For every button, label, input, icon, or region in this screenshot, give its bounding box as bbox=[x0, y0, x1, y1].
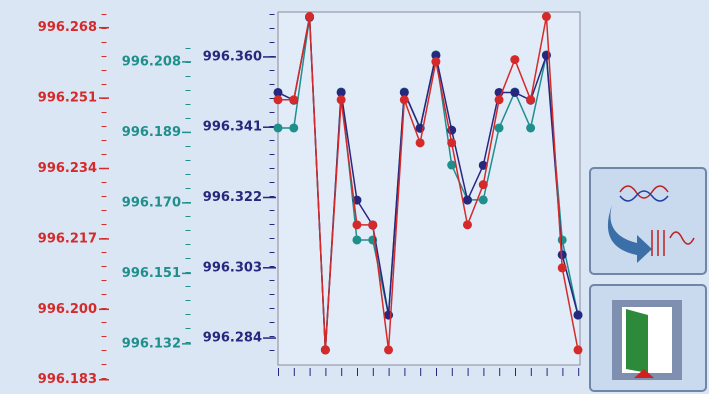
y-tick-label: 996.360 bbox=[203, 49, 262, 64]
data-point bbox=[494, 123, 504, 133]
y-tick-label: 996.189 bbox=[122, 125, 181, 140]
data-point bbox=[494, 95, 504, 105]
data-point bbox=[447, 138, 457, 148]
data-point bbox=[557, 263, 567, 273]
data-point bbox=[352, 220, 362, 230]
data-point bbox=[273, 123, 283, 133]
data-point bbox=[336, 87, 346, 97]
data-point bbox=[462, 195, 472, 205]
y-tick-label: 996.200 bbox=[38, 302, 97, 317]
data-point bbox=[336, 95, 346, 105]
y-tick-label: 996.208 bbox=[122, 54, 181, 69]
exit-button[interactable] bbox=[589, 284, 707, 392]
icon bbox=[634, 369, 654, 378]
y-tick-label: 996.303 bbox=[203, 260, 262, 275]
data-point bbox=[510, 87, 520, 97]
data-point bbox=[557, 250, 567, 260]
data-point bbox=[526, 95, 536, 105]
data-point bbox=[447, 160, 457, 170]
data-point bbox=[478, 160, 488, 170]
data-point bbox=[431, 57, 441, 67]
y-tick-label: 996.268 bbox=[38, 20, 97, 35]
y-tick-label: 996.151 bbox=[122, 266, 181, 281]
data-point bbox=[557, 235, 567, 245]
data-point bbox=[573, 310, 583, 320]
y-tick-label: 996.322 bbox=[203, 190, 262, 205]
data-point bbox=[478, 195, 488, 205]
data-point bbox=[305, 12, 315, 22]
y-tick-label: 996.217 bbox=[38, 231, 97, 246]
data-point bbox=[384, 310, 394, 320]
icon bbox=[651, 230, 695, 256]
icon bbox=[619, 190, 669, 202]
icon bbox=[607, 205, 652, 263]
data-point bbox=[289, 123, 299, 133]
data-point bbox=[273, 95, 283, 105]
data-point bbox=[399, 87, 409, 97]
switch-view-button[interactable] bbox=[589, 167, 707, 275]
data-point bbox=[573, 345, 583, 355]
data-point bbox=[431, 50, 441, 60]
data-point bbox=[352, 235, 362, 245]
data-point bbox=[462, 220, 472, 230]
y-tick-label: 996.251 bbox=[38, 91, 97, 106]
y-tick-label: 996.234 bbox=[38, 161, 97, 176]
series-line bbox=[278, 16, 579, 351]
y-tick-label: 996.170 bbox=[122, 195, 181, 210]
data-point bbox=[399, 95, 409, 105]
data-point bbox=[510, 55, 520, 65]
y-tick-label: 996.341 bbox=[203, 120, 262, 135]
data-point bbox=[368, 220, 378, 230]
data-point bbox=[320, 345, 330, 355]
icon bbox=[619, 185, 669, 199]
data-point bbox=[478, 180, 488, 190]
data-point bbox=[415, 138, 425, 148]
button-frame[interactable] bbox=[589, 167, 707, 275]
data-point bbox=[541, 12, 551, 22]
data-point bbox=[273, 87, 283, 97]
data-point bbox=[526, 123, 536, 133]
data-point bbox=[289, 95, 299, 105]
y-tick-label: 996.132 bbox=[122, 336, 181, 351]
icon bbox=[626, 309, 648, 373]
y-tick-label: 996.284 bbox=[203, 331, 262, 346]
y-tick-label: 996.183 bbox=[38, 372, 97, 387]
data-point bbox=[384, 345, 394, 355]
